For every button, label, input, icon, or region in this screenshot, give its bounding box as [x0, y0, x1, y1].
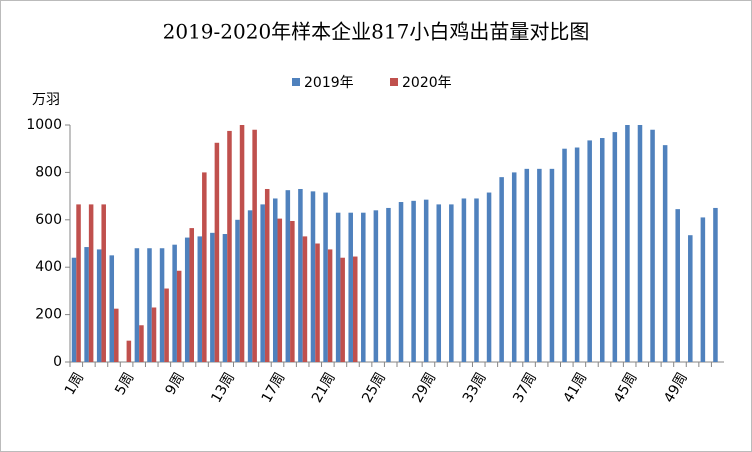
- bar: [302, 236, 308, 362]
- bar: [214, 142, 220, 362]
- bar: [348, 212, 353, 362]
- bar: [159, 248, 165, 362]
- legend-swatch: [390, 78, 398, 86]
- bar: [184, 237, 190, 362]
- bar: [126, 340, 132, 362]
- bar: [277, 218, 283, 362]
- bar: [474, 198, 479, 362]
- bar: [524, 168, 530, 362]
- bar: [449, 204, 454, 362]
- bar: [197, 236, 203, 362]
- bar: [147, 248, 152, 362]
- bar: [84, 247, 89, 362]
- bar: [688, 235, 693, 362]
- bar: [340, 257, 345, 362]
- bar: [511, 172, 517, 362]
- bar: [650, 129, 655, 362]
- bar: [114, 308, 119, 362]
- bar: [323, 192, 328, 362]
- bar: [139, 325, 144, 362]
- bar: [637, 125, 643, 362]
- legend-label: 2019年: [304, 75, 354, 91]
- bar: [260, 204, 265, 362]
- bar: [549, 168, 555, 362]
- bar: [96, 249, 102, 362]
- bar: [176, 270, 182, 362]
- bar: [290, 220, 295, 362]
- bar: [247, 210, 253, 362]
- bar: [662, 145, 668, 362]
- bar: [88, 204, 94, 362]
- bar: [599, 138, 605, 362]
- bar: [411, 200, 416, 362]
- bar: [373, 210, 379, 362]
- bar: [235, 219, 240, 362]
- y-tick-label: 600: [35, 212, 62, 228]
- bar: [675, 209, 680, 362]
- bar: [574, 147, 580, 362]
- bar: [264, 188, 270, 362]
- bar: [625, 125, 630, 362]
- bar: [700, 217, 706, 362]
- bar: [239, 125, 245, 362]
- bar: [76, 204, 81, 362]
- legend-label: 2020年: [402, 75, 452, 91]
- bar: [486, 192, 492, 362]
- y-tick-label: 0: [53, 354, 62, 370]
- bar: [386, 207, 391, 362]
- bar: [272, 198, 278, 362]
- bar: [361, 212, 366, 362]
- bar: [285, 190, 291, 362]
- bar: [423, 199, 429, 362]
- bar: [315, 243, 320, 362]
- chart-title: 2019-2020年样本企业817小白鸡出苗量对比图: [163, 20, 590, 44]
- bar: [210, 232, 215, 362]
- bar: [134, 248, 140, 362]
- bar: [101, 204, 106, 362]
- bar: [537, 168, 542, 362]
- bar: [172, 244, 177, 362]
- bar: [227, 130, 232, 362]
- bar: [612, 132, 618, 362]
- y-axis-label: 万羽: [32, 92, 60, 108]
- y-tick-label: 1000: [26, 117, 62, 133]
- bar: [222, 234, 228, 362]
- bar: [252, 129, 257, 362]
- y-tick-label: 400: [35, 259, 62, 275]
- bar: [436, 204, 442, 362]
- y-tick-label: 200: [35, 307, 62, 323]
- bar: [562, 148, 567, 362]
- bar: [352, 256, 358, 362]
- bar: [298, 188, 303, 362]
- bar: [71, 257, 77, 362]
- bar: [310, 191, 316, 362]
- bar: [151, 307, 157, 362]
- bar: [189, 228, 195, 362]
- y-tick-label: 800: [35, 164, 62, 180]
- bar: [109, 255, 115, 362]
- bar: [398, 202, 404, 362]
- bar: [164, 288, 169, 362]
- bar: [202, 172, 207, 362]
- bar: [327, 249, 333, 362]
- bar: [587, 140, 592, 362]
- bar: [461, 198, 467, 362]
- bar: [713, 207, 718, 362]
- legend-swatch: [292, 78, 300, 86]
- bar: [499, 177, 504, 362]
- bar: [335, 212, 341, 362]
